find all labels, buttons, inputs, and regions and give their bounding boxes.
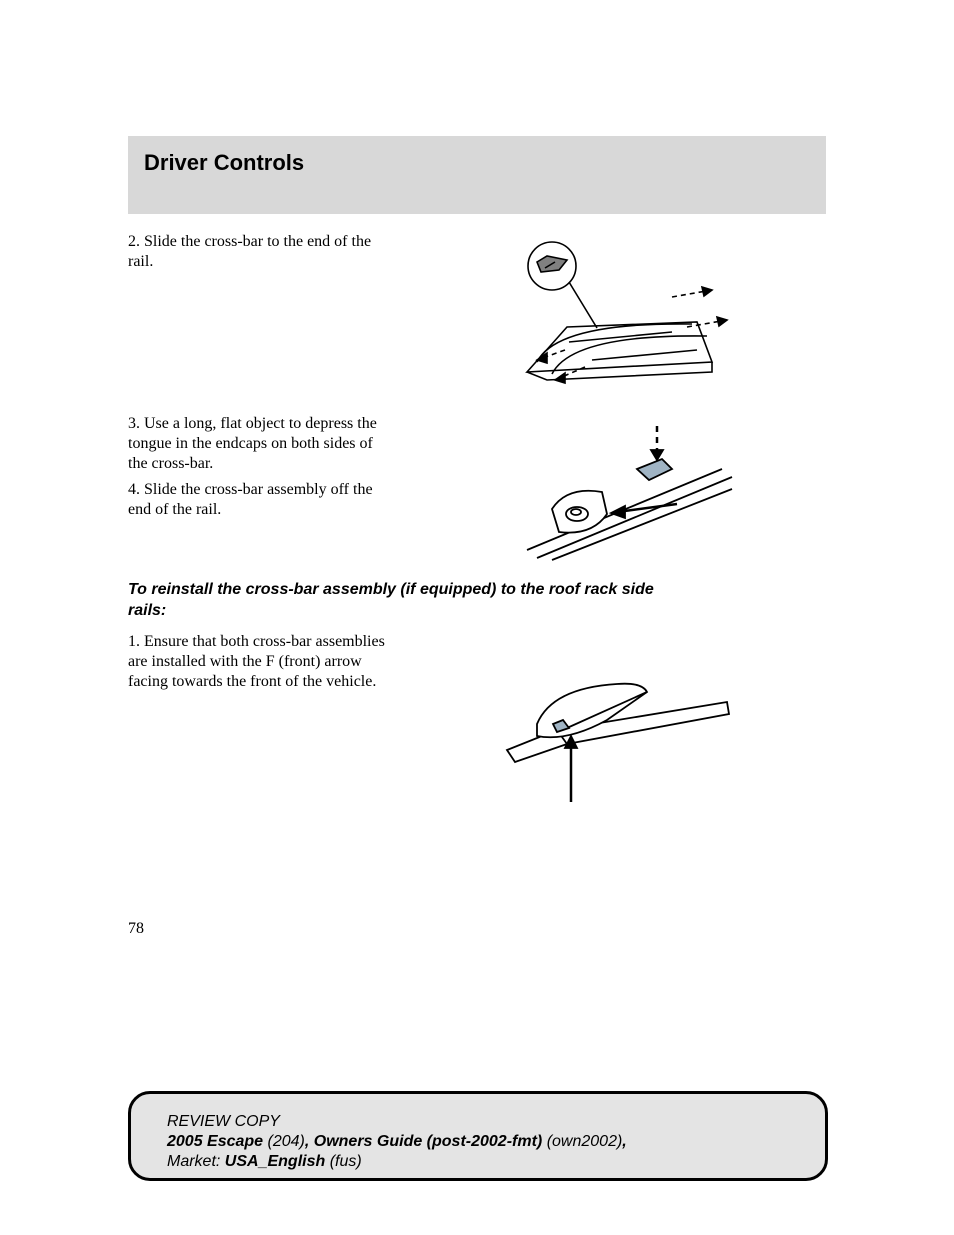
footer-l3-i1: Market: — [167, 1153, 225, 1170]
figure-roof-rack — [497, 232, 737, 402]
step3-text: 3. Use a long, flat object to depress th… — [128, 414, 392, 474]
footer-l3-b1: USA_English — [225, 1153, 325, 1170]
footer-line1: REVIEW COPY — [167, 1112, 789, 1132]
figure2-col — [408, 414, 826, 564]
footer-l2-i2: (own2002) — [542, 1133, 622, 1150]
figure-front-arrow — [497, 632, 737, 812]
step34-row: 3. Use a long, flat object to depress th… — [128, 414, 826, 564]
document-page: Driver Controls 2. Slide the cross-bar t… — [0, 0, 954, 1235]
step2-row: 2. Slide the cross-bar to the end of the… — [128, 232, 826, 402]
figure1-col — [408, 232, 826, 402]
reinstall-row: 1. Ensure that both cross-bar assemblies… — [128, 632, 826, 812]
footer-box: REVIEW COPY 2005 Escape (204), Owners Gu… — [128, 1091, 828, 1181]
reinstall-subheading: To reinstall the cross-bar assembly (if … — [128, 580, 668, 622]
step4-text: 4. Slide the cross-bar assembly off the … — [128, 480, 392, 520]
step2-text: 2. Slide the cross-bar to the end of the… — [128, 232, 392, 272]
page-number: 78 — [128, 920, 144, 938]
footer-l2-sep2: , — [622, 1133, 626, 1150]
figure-endcap — [497, 414, 737, 564]
footer-l3-i2: (fus) — [325, 1153, 361, 1170]
footer-l2-sep1: , — [305, 1133, 314, 1150]
footer-l2-b2: Owners Guide (post-2002-fmt) — [314, 1133, 542, 1150]
section-title: Driver Controls — [144, 150, 810, 176]
reinstall-text-col: 1. Ensure that both cross-bar assemblies… — [128, 632, 392, 698]
step34-text-col: 3. Use a long, flat object to depress th… — [128, 414, 392, 526]
footer-l2-i1: (204) — [263, 1133, 305, 1150]
section-header: Driver Controls — [128, 136, 826, 214]
figure3-col — [408, 632, 826, 812]
step2-text-col: 2. Slide the cross-bar to the end of the… — [128, 232, 392, 278]
footer-l2-b1: 2005 Escape — [167, 1133, 263, 1150]
footer-line2: 2005 Escape (204), Owners Guide (post-20… — [167, 1132, 789, 1152]
reinstall-step1-text: 1. Ensure that both cross-bar assemblies… — [128, 632, 392, 692]
footer-line3: Market: USA_English (fus) — [167, 1152, 789, 1172]
